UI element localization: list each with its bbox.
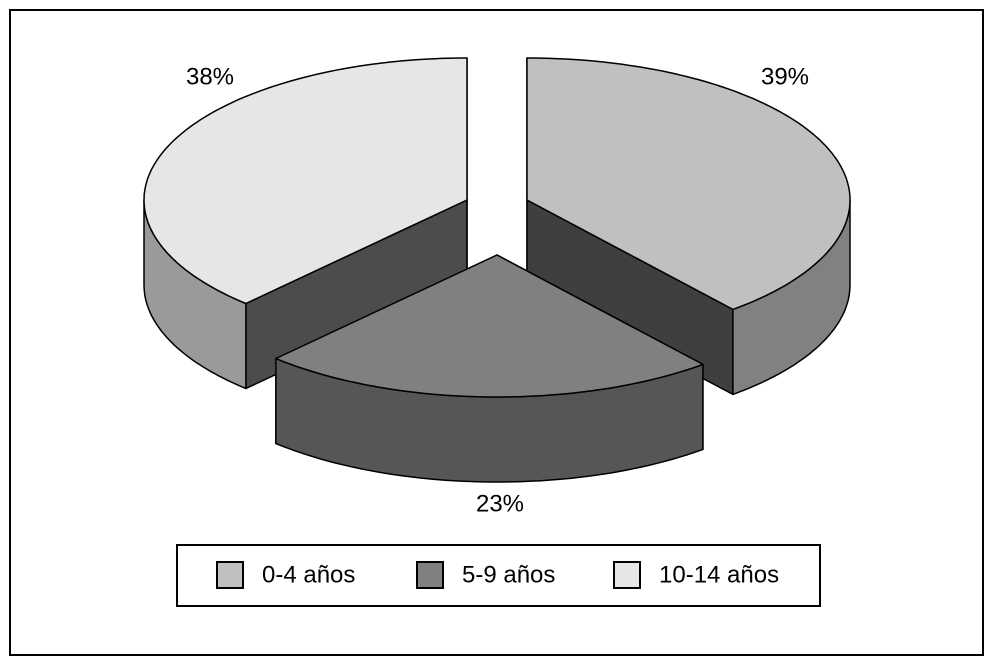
- pie-slice: [526, 57, 851, 311]
- data-label: 23%: [476, 490, 524, 517]
- legend-swatch: [216, 561, 244, 589]
- pie-slice: [275, 254, 704, 398]
- data-labels: 39% 23% 38%: [186, 63, 809, 517]
- legend-label: 5-9 años: [462, 561, 555, 588]
- legend-box: [176, 544, 821, 607]
- legend-swatch: [416, 561, 444, 589]
- pie-slice: [143, 57, 468, 305]
- legend-swatch: [613, 561, 641, 589]
- data-label: 38%: [186, 63, 234, 90]
- legend: 0-4 años 5-9 años 10-14 años: [176, 544, 821, 607]
- legend-label: 10-14 años: [659, 561, 779, 588]
- legend-label: 0-4 años: [262, 561, 355, 588]
- pie-tops: [143, 57, 851, 398]
- data-label: 39%: [761, 63, 809, 90]
